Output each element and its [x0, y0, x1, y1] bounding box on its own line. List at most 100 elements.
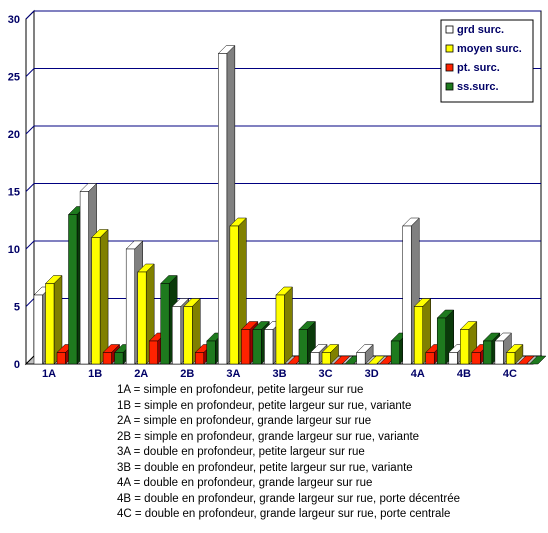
- bar-front: [448, 352, 458, 365]
- bar-front: [218, 53, 228, 365]
- bar-front: [483, 340, 493, 365]
- x-category-label: 4C: [503, 368, 517, 380]
- bar-front: [506, 352, 516, 365]
- legend-label: ss.surc.: [457, 81, 499, 93]
- bar-front: [356, 352, 366, 365]
- bar-moyen-surc--3b: [275, 286, 294, 365]
- bar-top: [367, 355, 386, 365]
- y-axis-ticks: 0 5 10 15 20 25 30: [8, 14, 20, 371]
- x-category-label: 4A: [411, 368, 425, 380]
- bar-grd-surc--3d: [356, 343, 374, 365]
- bar-front: [125, 248, 135, 365]
- note-line: 3B = double en profondeur, petite largeu…: [117, 461, 413, 474]
- gridline-depth: [25, 10, 35, 20]
- bar-top: [528, 355, 547, 365]
- x-category-label: 3B: [272, 368, 286, 380]
- bar-front: [195, 352, 205, 365]
- bar-front: [436, 317, 446, 365]
- bar-front: [102, 352, 112, 365]
- bar-front: [172, 306, 182, 365]
- legend-label: moyen surc.: [457, 43, 522, 55]
- chart-bars: [33, 44, 547, 365]
- bar-front: [460, 329, 470, 365]
- bar-front: [241, 329, 251, 365]
- note-line: 3A = double en profondeur, petite largeu…: [117, 446, 365, 458]
- bar-moyen-surc--3c: [321, 343, 340, 365]
- bar-moyen-surc--4c: [505, 343, 524, 365]
- gridline-depth: [25, 240, 35, 250]
- y-tick-label: 15: [8, 187, 20, 199]
- note-line: 2B = simple en profondeur, grande largeu…: [117, 430, 420, 443]
- bar-front: [206, 340, 216, 365]
- gridline-depth: [25, 298, 35, 307]
- y-tick-label: 25: [8, 72, 20, 84]
- bar-front: [390, 340, 400, 365]
- x-category-label: 1A: [42, 368, 56, 380]
- bar-front: [310, 352, 320, 365]
- bar-front: [264, 329, 274, 365]
- bar-front: [425, 352, 435, 365]
- bar-side: [284, 286, 293, 365]
- legend-box: [440, 19, 534, 103]
- y-tick-label: 0: [14, 359, 20, 371]
- note-line: 4A = double en profondeur, grande largeu…: [117, 477, 373, 489]
- bar-front: [45, 283, 55, 365]
- bar-top: [332, 355, 351, 365]
- bar-front: [252, 329, 262, 365]
- bar-front: [160, 283, 170, 365]
- bar-moyen-surc--1b: [90, 228, 109, 365]
- bar-front: [321, 352, 331, 365]
- bar-front: [229, 225, 239, 365]
- y-tick-label: 30: [8, 14, 20, 26]
- x-category-label: 3D: [365, 368, 379, 380]
- bar-moyen-surc--4a: [413, 297, 432, 365]
- x-axis-categories: 1A 1B 2A 2B 3A 3B 3C 3D 4A 4B 4C: [42, 368, 517, 380]
- gridline-depth: [25, 125, 35, 135]
- bar-front: [183, 306, 193, 365]
- x-category-label: 3C: [319, 368, 333, 380]
- bar-front: [33, 294, 43, 365]
- bar-front: [148, 340, 158, 365]
- legend-swatch: [445, 82, 454, 91]
- bar-front: [494, 340, 504, 365]
- y-tick-label: 5: [14, 302, 20, 314]
- note-line: 1B = simple en profondeur, petite largeu…: [117, 399, 412, 412]
- bar-front: [137, 271, 147, 365]
- category-notes: 1A = simple en profondeur, petite largeu…: [117, 383, 460, 523]
- gridline-depth: [25, 183, 35, 192]
- y-tick-label: 10: [8, 244, 20, 256]
- note-line: 4C = double en profondeur, grande largeu…: [117, 508, 451, 520]
- bar-chart: 0 5 10 15 20 25 30 1A 1B 2A 2B 3A 3B 3C 3D 4A 4B 4C grd …: [8, 9, 547, 380]
- bar-moyen-surc--3d: [367, 355, 386, 365]
- x-category-label: 3A: [226, 368, 240, 380]
- x-category-label: 2A: [134, 368, 148, 380]
- legend-label: pt. surc.: [457, 62, 500, 74]
- legend-swatch: [445, 44, 454, 53]
- y-tick-label: 20: [8, 129, 20, 141]
- bar-side: [99, 228, 109, 365]
- note-line: 1A = simple en profondeur, petite largeu…: [117, 384, 364, 396]
- bar-front: [275, 294, 285, 365]
- legend-swatch: [445, 63, 454, 72]
- bar-front: [91, 237, 101, 365]
- gridline-depth: [25, 68, 35, 77]
- legend-swatch: [445, 25, 454, 34]
- bar-front: [298, 329, 308, 365]
- note-line: 2A = simple en profondeur, grande largeu…: [117, 415, 372, 427]
- bar-front: [56, 352, 66, 365]
- x-category-label: 2B: [180, 368, 194, 380]
- bar-pt-surc--4c: [517, 355, 536, 365]
- bar-front: [413, 306, 423, 365]
- legend: grd surc. moyen surc. pt. surc. ss.surc.: [440, 19, 534, 103]
- bar-front: [114, 352, 124, 365]
- note-line: 4B = double en profondeur, grande largeu…: [117, 492, 461, 505]
- bar-front: [68, 214, 78, 365]
- x-category-label: 4B: [457, 368, 471, 380]
- bar-front: [79, 191, 89, 365]
- bar-top: [517, 355, 536, 365]
- x-category-label: 1B: [88, 368, 102, 380]
- bar-ss-surc--4c: [528, 355, 547, 365]
- bar-pt-surc--3c: [332, 355, 351, 365]
- legend-label: grd surc.: [457, 24, 504, 36]
- bar-front: [402, 225, 412, 365]
